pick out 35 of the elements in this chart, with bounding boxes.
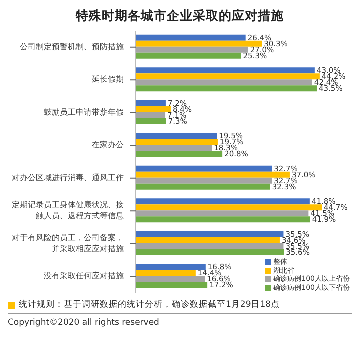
bar <box>136 249 284 256</box>
bar <box>136 237 280 244</box>
bar <box>136 204 322 211</box>
bar <box>136 184 270 190</box>
bar <box>136 100 166 106</box>
text: Copyright©2020 all rights reserved <box>8 318 160 328</box>
bar <box>136 145 212 152</box>
bar <box>136 231 284 238</box>
bar <box>136 198 310 205</box>
bar <box>136 34 246 41</box>
bar <box>136 166 272 172</box>
bar <box>136 118 166 124</box>
bar <box>136 68 315 74</box>
text: 统计规则：基于调研数据的统计分析，确诊数据截至1月29日18点 <box>19 299 280 311</box>
bar <box>136 139 218 146</box>
bar <box>136 264 206 270</box>
bar <box>136 172 290 178</box>
bar <box>136 210 309 217</box>
bar <box>136 276 206 282</box>
bar <box>136 178 272 184</box>
bar <box>136 40 262 47</box>
bar <box>136 133 218 140</box>
bar <box>136 106 171 112</box>
bar <box>136 216 310 223</box>
bar <box>136 112 166 118</box>
bar <box>136 80 312 86</box>
bar <box>136 270 196 276</box>
bar <box>136 74 320 80</box>
chart-title: 特殊时期各城市企业采取的应对措施 <box>74 8 285 25</box>
bar <box>136 151 223 158</box>
bar <box>136 52 242 59</box>
bar <box>136 282 208 288</box>
bar <box>136 46 248 53</box>
bar <box>136 243 284 250</box>
bar <box>136 86 318 92</box>
